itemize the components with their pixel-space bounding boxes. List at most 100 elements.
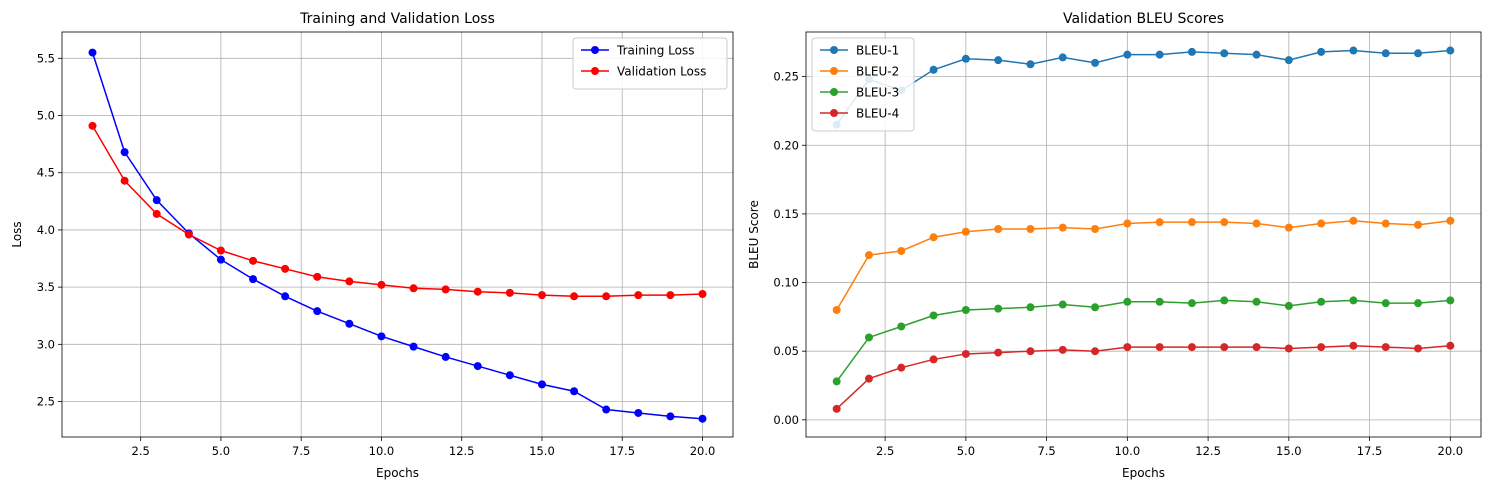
series-training-loss xyxy=(88,48,707,423)
legend-swatch-marker xyxy=(830,67,838,75)
data-point xyxy=(1349,216,1358,225)
data-point xyxy=(1381,299,1390,308)
x-tick-label: 7.5 xyxy=(1037,444,1055,458)
data-point xyxy=(634,291,643,300)
grid xyxy=(806,32,1481,437)
y-tick-label: 0.25 xyxy=(773,70,799,84)
data-point xyxy=(570,387,579,396)
data-point xyxy=(1155,50,1164,59)
data-point xyxy=(1220,218,1229,227)
series-validation-loss xyxy=(88,121,707,301)
data-point xyxy=(1317,343,1326,352)
data-point xyxy=(1187,218,1196,227)
data-point xyxy=(1252,219,1261,228)
data-point xyxy=(994,348,1003,357)
data-point xyxy=(1220,343,1229,352)
data-point xyxy=(1091,225,1100,234)
data-point xyxy=(961,227,970,236)
data-point xyxy=(1155,218,1164,227)
data-point xyxy=(570,292,579,301)
x-tick-label: 2.5 xyxy=(876,444,894,458)
data-point xyxy=(120,176,129,185)
data-point xyxy=(698,414,707,423)
data-point xyxy=(1187,47,1196,56)
data-point xyxy=(377,280,386,289)
data-point xyxy=(1123,343,1132,352)
data-point xyxy=(1123,297,1132,306)
data-point xyxy=(1155,297,1164,306)
y-tick-label: 5.5 xyxy=(37,51,55,65)
data-point xyxy=(441,285,450,294)
data-point xyxy=(1446,46,1455,55)
data-point xyxy=(961,349,970,358)
legend-label: Training Loss xyxy=(616,44,694,58)
data-point xyxy=(1284,301,1293,310)
data-point xyxy=(961,306,970,315)
data-point xyxy=(634,408,643,417)
data-point xyxy=(1187,343,1196,352)
data-point xyxy=(1414,49,1423,58)
legend: BLEU-1 BLEU-2 BLEU-3 BLEU-4 xyxy=(811,37,915,132)
data-point xyxy=(666,412,675,421)
data-point xyxy=(120,148,129,157)
x-tick-label: 20.0 xyxy=(690,444,716,458)
series-line xyxy=(91,125,703,298)
x-tick-label: 12.5 xyxy=(449,444,475,458)
x-tick-label: 10.0 xyxy=(1115,444,1141,458)
data-point xyxy=(313,307,322,316)
legend-swatch-marker xyxy=(830,88,838,96)
data-point xyxy=(1058,223,1067,232)
data-point xyxy=(88,121,97,130)
data-point xyxy=(1091,347,1100,356)
y-tick-label: 5.0 xyxy=(37,109,55,123)
x-tick-label: 10.0 xyxy=(369,444,395,458)
legend-label: BLEU-4 xyxy=(856,107,899,121)
data-point xyxy=(537,380,546,389)
data-point xyxy=(1220,296,1229,305)
data-point xyxy=(505,288,514,297)
x-tick-label: 17.5 xyxy=(609,444,635,458)
data-point xyxy=(216,246,225,255)
y-tick-label: 3.0 xyxy=(37,337,55,351)
data-point xyxy=(249,256,258,265)
y-axis-label: Loss xyxy=(10,221,24,247)
x-tick-label: 20.0 xyxy=(1438,444,1464,458)
data-point xyxy=(1058,345,1067,354)
data-point xyxy=(152,209,161,218)
data-point xyxy=(1026,303,1035,312)
y-tick-label: 2.5 xyxy=(37,395,55,409)
data-point xyxy=(1284,344,1293,353)
legend-box xyxy=(572,37,728,90)
x-axis-label: Epochs xyxy=(376,466,419,480)
data-point xyxy=(281,264,290,273)
data-point xyxy=(473,287,482,296)
legend: Training Loss Validation Loss xyxy=(572,37,728,90)
data-point xyxy=(1252,297,1261,306)
data-point xyxy=(409,284,418,293)
data-point xyxy=(1446,341,1455,350)
data-point xyxy=(897,322,906,331)
bleu-chart: Validation BLEU Scores Epochs BLEU Score… xyxy=(747,11,1482,480)
data-point xyxy=(602,292,611,301)
data-point xyxy=(441,352,450,361)
data-point xyxy=(345,319,354,328)
series-bleu-2 xyxy=(832,216,1455,315)
series-line xyxy=(836,49,1451,126)
data-point xyxy=(832,404,841,413)
legend-swatch-marker xyxy=(591,46,599,54)
series-line xyxy=(836,299,1451,382)
y-axis-label: BLEU Score xyxy=(747,200,761,269)
data-point xyxy=(1349,341,1358,350)
chart-title: Validation BLEU Scores xyxy=(1063,11,1224,27)
data-point xyxy=(1414,220,1423,229)
data-point xyxy=(698,289,707,298)
data-point xyxy=(1381,219,1390,228)
series-line xyxy=(836,344,1451,410)
data-point xyxy=(832,377,841,386)
data-point xyxy=(1252,50,1261,59)
data-point xyxy=(1284,56,1293,65)
legend-swatch-marker xyxy=(830,109,838,117)
plot-frame xyxy=(61,31,734,438)
chart-title: Training and Validation Loss xyxy=(299,11,495,27)
